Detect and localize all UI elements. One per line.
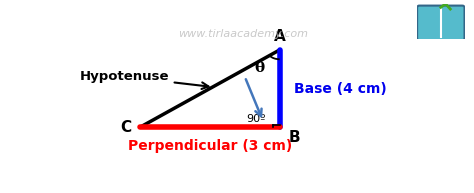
FancyBboxPatch shape (417, 6, 465, 40)
Text: A: A (274, 29, 285, 44)
Text: Hypotenuse: Hypotenuse (80, 70, 209, 89)
Text: B: B (289, 130, 301, 145)
Text: www.tirlaacademy.com: www.tirlaacademy.com (178, 29, 308, 39)
Text: θ: θ (255, 61, 264, 75)
Text: Base (4 cm): Base (4 cm) (294, 82, 387, 96)
Text: 90º: 90º (246, 114, 265, 124)
Text: Perpendicular (3 cm): Perpendicular (3 cm) (128, 139, 292, 153)
Text: C: C (120, 120, 131, 135)
